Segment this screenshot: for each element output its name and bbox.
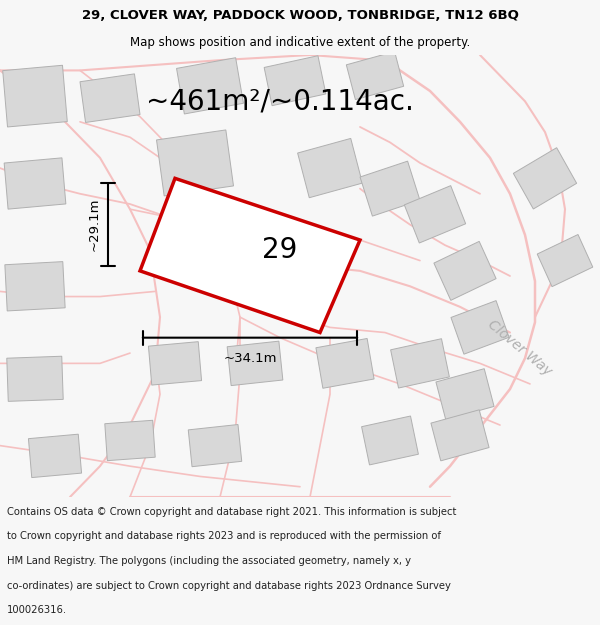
Polygon shape — [3, 65, 67, 127]
Polygon shape — [360, 161, 420, 216]
Polygon shape — [362, 416, 418, 465]
Polygon shape — [148, 342, 202, 385]
Polygon shape — [140, 178, 360, 332]
Text: to Crown copyright and database rights 2023 and is reproduced with the permissio: to Crown copyright and database rights 2… — [7, 531, 441, 541]
Text: Contains OS data © Crown copyright and database right 2021. This information is : Contains OS data © Crown copyright and d… — [7, 507, 457, 517]
Polygon shape — [28, 434, 82, 478]
Polygon shape — [431, 410, 489, 461]
Polygon shape — [105, 420, 155, 461]
Polygon shape — [451, 301, 509, 354]
Text: ~461m²/~0.114ac.: ~461m²/~0.114ac. — [146, 88, 414, 115]
Text: Map shows position and indicative extent of the property.: Map shows position and indicative extent… — [130, 36, 470, 49]
Polygon shape — [298, 138, 362, 198]
Text: ~29.1m: ~29.1m — [88, 198, 101, 251]
Text: 100026316.: 100026316. — [7, 605, 67, 615]
Text: ~34.1m: ~34.1m — [223, 352, 277, 365]
Polygon shape — [436, 369, 494, 420]
Polygon shape — [537, 234, 593, 287]
Polygon shape — [434, 241, 496, 301]
Text: Clover Way: Clover Way — [485, 318, 554, 379]
Polygon shape — [157, 130, 233, 196]
Polygon shape — [391, 339, 449, 388]
Polygon shape — [176, 58, 244, 114]
Polygon shape — [264, 56, 326, 106]
Polygon shape — [514, 148, 577, 209]
Text: 29, CLOVER WAY, PADDOCK WOOD, TONBRIDGE, TN12 6BQ: 29, CLOVER WAY, PADDOCK WOOD, TONBRIDGE,… — [82, 9, 518, 22]
Polygon shape — [404, 186, 466, 243]
Polygon shape — [80, 74, 140, 122]
Polygon shape — [316, 339, 374, 388]
Polygon shape — [188, 424, 242, 467]
Text: 29: 29 — [262, 236, 298, 264]
Text: co-ordinates) are subject to Crown copyright and database rights 2023 Ordnance S: co-ordinates) are subject to Crown copyr… — [7, 581, 451, 591]
Polygon shape — [227, 341, 283, 386]
Polygon shape — [7, 356, 63, 401]
Polygon shape — [346, 51, 404, 99]
Polygon shape — [4, 158, 66, 209]
Polygon shape — [5, 262, 65, 311]
Text: HM Land Registry. The polygons (including the associated geometry, namely x, y: HM Land Registry. The polygons (includin… — [7, 556, 411, 566]
